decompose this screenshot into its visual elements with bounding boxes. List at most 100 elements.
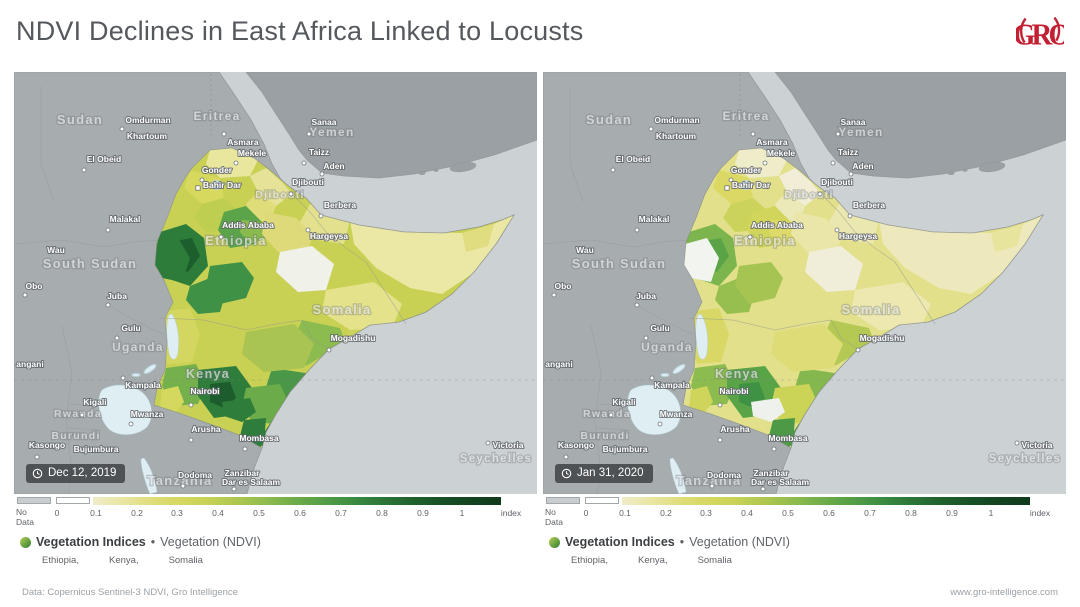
svg-text:Wau: Wau bbox=[47, 245, 65, 255]
legend-tick: 0.7 bbox=[864, 508, 876, 518]
svg-text:Addis Ababa: Addis Ababa bbox=[222, 220, 274, 230]
legend-nodata-label: No Data bbox=[545, 507, 563, 527]
legend-tick: 0.5 bbox=[253, 508, 265, 518]
layer-info: Vegetation Indices • Vegetation (NDVI) bbox=[14, 531, 537, 549]
svg-text:Sanaa: Sanaa bbox=[840, 117, 865, 127]
svg-text:Mekele: Mekele bbox=[238, 148, 267, 158]
map-viewport-jan[interactable]: Sudan Eritrea Yemen Djibouti South Sudan Ethi… bbox=[543, 72, 1066, 494]
svg-text:Bahir Dar: Bahir Dar bbox=[203, 180, 242, 190]
map-labels: Sudan Eritrea Yemen Djibouti South Sudan Ethi… bbox=[544, 108, 1061, 492]
svg-text:Djibouti: Djibouti bbox=[255, 189, 304, 201]
ndvi-map-jan[interactable]: Sudan Eritrea Yemen Djibouti South Sudan Ethi… bbox=[543, 72, 1066, 494]
svg-text:Djibouti: Djibouti bbox=[821, 177, 853, 187]
country-ethiopia[interactable]: Ethiopia, bbox=[42, 555, 79, 566]
svg-text:Mwanza: Mwanza bbox=[660, 409, 693, 419]
svg-text:Juba: Juba bbox=[636, 291, 656, 301]
svg-text:Dar es Salaam: Dar es Salaam bbox=[751, 477, 810, 487]
svg-text:Kenya: Kenya bbox=[715, 367, 759, 381]
page-footer: Data: Copernicus Sentinel-3 NDVI, Gro In… bbox=[0, 577, 1080, 607]
svg-text:Khartoum: Khartoum bbox=[656, 131, 697, 141]
map-viewport-dec[interactable]: Sudan Eritrea Yemen Djibouti South Sudan Ethi… bbox=[14, 72, 537, 494]
svg-text:Nairobi: Nairobi bbox=[719, 386, 748, 396]
country-somalia[interactable]: Somalia bbox=[697, 555, 732, 566]
svg-text:El Obeid: El Obeid bbox=[87, 154, 121, 164]
svg-text:Gonder: Gonder bbox=[202, 165, 233, 175]
website-link[interactable]: www.gro-intelligence.com bbox=[950, 586, 1058, 598]
layer-title[interactable]: Vegetation Indices bbox=[565, 535, 675, 549]
layer-info: Vegetation Indices • Vegetation (NDVI) bbox=[543, 531, 1066, 549]
svg-text:Victoria: Victoria bbox=[1021, 440, 1052, 450]
svg-text:Mombasa: Mombasa bbox=[239, 433, 278, 443]
svg-text:Khartoum: Khartoum bbox=[127, 131, 168, 141]
svg-text:Uganda: Uganda bbox=[112, 340, 164, 354]
vegetation-layer-icon bbox=[549, 536, 560, 548]
svg-text:Addis Ababa: Addis Ababa bbox=[751, 220, 803, 230]
map-panel-jan: Sudan Eritrea Yemen Djibouti South Sudan Ethi… bbox=[543, 72, 1066, 566]
svg-text:Mogadishu: Mogadishu bbox=[860, 333, 905, 343]
country-ethiopia[interactable]: Ethiopia, bbox=[571, 555, 608, 566]
ndvi-color-scale: No Data 0 0.1 0.2 0.3 0.4 0.5 0.6 0.7 0.8 0.9 1 ind… bbox=[14, 497, 537, 531]
svg-text:Berbera: Berbera bbox=[324, 200, 356, 210]
legend-tick: 0.3 bbox=[171, 508, 183, 518]
country-kenya[interactable]: Kenya, bbox=[108, 555, 139, 566]
svg-text:Burundi: Burundi bbox=[51, 430, 100, 442]
svg-text:Asmara: Asmara bbox=[756, 137, 787, 147]
svg-text:Burundi: Burundi bbox=[580, 430, 629, 442]
svg-text:Gulu: Gulu bbox=[121, 323, 140, 333]
svg-text:Aden: Aden bbox=[323, 161, 344, 171]
svg-text:Malakal: Malakal bbox=[110, 214, 141, 224]
legend-tick: 0.3 bbox=[700, 508, 712, 518]
svg-text:Berbera: Berbera bbox=[853, 200, 885, 210]
legend-unit-label: index bbox=[1029, 508, 1051, 518]
legend-tick: 0.1 bbox=[619, 508, 631, 518]
svg-text:Bujumbura: Bujumbura bbox=[74, 444, 119, 454]
svg-text:Juba: Juba bbox=[107, 291, 127, 301]
map-labels: Sudan Eritrea Yemen Djibouti South Sudan Ethi… bbox=[15, 108, 532, 492]
layer-subtitle[interactable]: Vegetation (NDVI) bbox=[689, 535, 790, 549]
data-attribution: Data: Copernicus Sentinel-3 NDVI, Gro In… bbox=[22, 586, 238, 598]
layer-title[interactable]: Vegetation Indices bbox=[36, 535, 146, 549]
layer-separator: • bbox=[150, 535, 156, 549]
ndvi-map-dec[interactable]: Sudan Eritrea Yemen Djibouti South Sudan Ethi… bbox=[14, 72, 537, 494]
svg-text:Uganda: Uganda bbox=[641, 340, 693, 354]
clock-icon bbox=[32, 468, 43, 478]
layer-subtitle[interactable]: Vegetation (NDVI) bbox=[160, 535, 261, 549]
svg-text:Seychelles: Seychelles bbox=[989, 453, 1061, 465]
legend-tick: 0.4 bbox=[741, 508, 753, 518]
legend-tick: 0.8 bbox=[376, 508, 388, 518]
legend-tick: 0.2 bbox=[660, 508, 672, 518]
svg-text:Kigali: Kigali bbox=[612, 397, 635, 407]
legend-gradient-bar bbox=[622, 497, 1030, 505]
svg-text:Somalia: Somalia bbox=[313, 302, 372, 317]
legend-tick: 0 bbox=[54, 508, 60, 518]
legend-tick: 0.5 bbox=[782, 508, 794, 518]
svg-text:Gulu: Gulu bbox=[650, 323, 669, 333]
legend-tick: 0.4 bbox=[212, 508, 224, 518]
svg-text:Ethiopia: Ethiopia bbox=[205, 233, 267, 248]
svg-text:Rwanda: Rwanda bbox=[54, 408, 102, 420]
svg-text:Arusha: Arusha bbox=[720, 424, 750, 434]
svg-text:Aden: Aden bbox=[852, 161, 873, 171]
clock-icon bbox=[561, 468, 572, 478]
svg-text:Somalia: Somalia bbox=[842, 302, 901, 317]
svg-text:El Obeid: El Obeid bbox=[616, 154, 650, 164]
svg-text:Sudan: Sudan bbox=[586, 112, 632, 127]
svg-text:Zanzibar: Zanzibar bbox=[754, 468, 790, 478]
svg-text:Omdurman: Omdurman bbox=[654, 115, 699, 125]
svg-text:Kigali: Kigali bbox=[83, 397, 106, 407]
legend-nodata-swatch bbox=[17, 497, 51, 504]
legend-zero-swatch bbox=[56, 497, 90, 504]
country-kenya[interactable]: Kenya, bbox=[637, 555, 668, 566]
svg-text:Kenya: Kenya bbox=[186, 367, 230, 381]
country-somalia[interactable]: Somalia bbox=[168, 555, 203, 566]
svg-text:Victoria: Victoria bbox=[492, 440, 523, 450]
vegetation-layer-icon bbox=[20, 536, 31, 548]
svg-text:Mombasa: Mombasa bbox=[768, 433, 807, 443]
legend-unit-label: index bbox=[500, 508, 522, 518]
legend-tick: 1 bbox=[988, 508, 994, 518]
svg-text:Djibouti: Djibouti bbox=[784, 189, 833, 201]
gro-logo-icon: GRO bbox=[1013, 16, 1074, 51]
svg-text:Kampala: Kampala bbox=[125, 380, 161, 390]
svg-text:Arusha: Arusha bbox=[191, 424, 221, 434]
svg-text:Eritrea: Eritrea bbox=[193, 109, 240, 123]
